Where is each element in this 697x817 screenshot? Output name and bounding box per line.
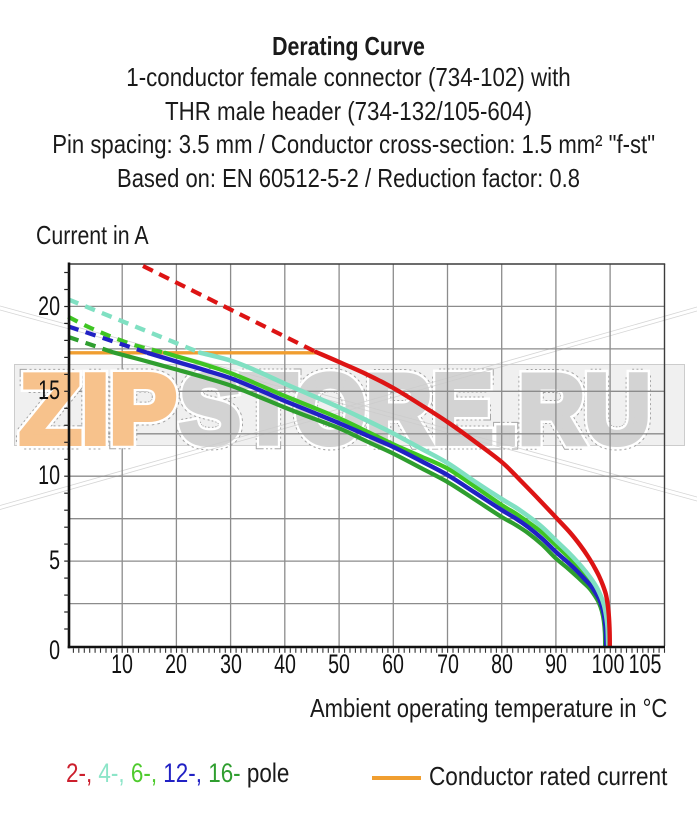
svg-text:ZIP: ZIP	[20, 354, 177, 464]
svg-text:ZIP: ZIP	[20, 354, 177, 464]
svg-text:ZIP: ZIP	[20, 354, 177, 464]
svg-text:STORE.RU: STORE.RU	[180, 354, 651, 464]
